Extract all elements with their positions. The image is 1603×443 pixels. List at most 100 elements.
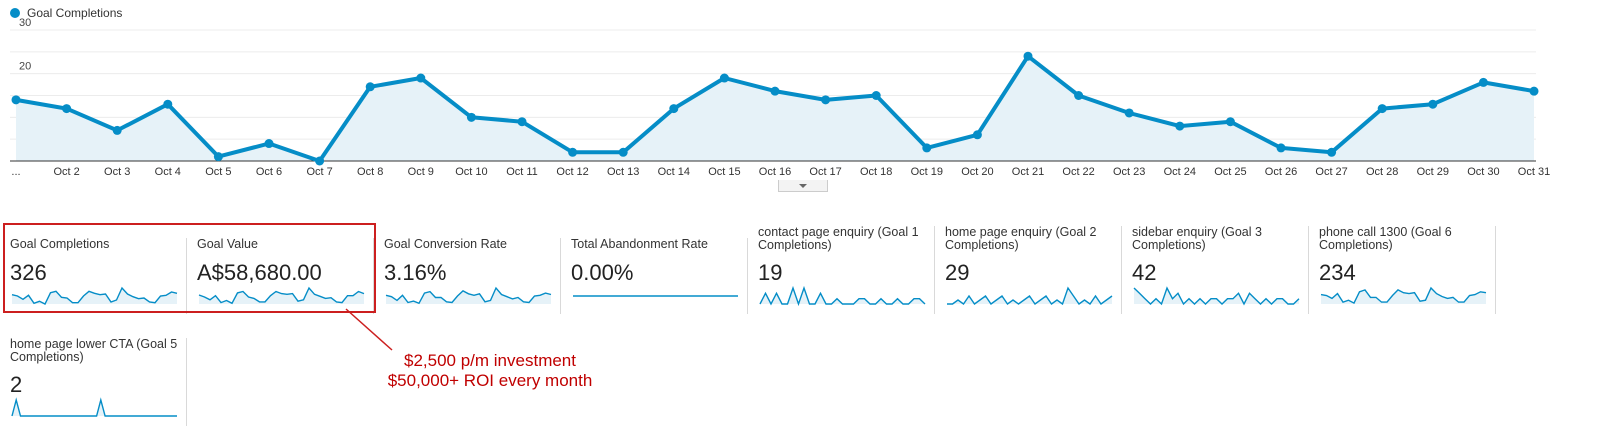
metric-value: 326 xyxy=(10,260,47,285)
data-point[interactable] xyxy=(1074,91,1084,100)
x-tick-label: Oct 10 xyxy=(455,166,487,178)
data-point[interactable] xyxy=(922,143,932,153)
x-tick-label: Oct 8 xyxy=(357,166,383,178)
sparkline-line xyxy=(11,286,178,305)
x-tick-label: Oct 2 xyxy=(53,166,79,178)
metric-label: Goal Value xyxy=(197,237,258,251)
data-point[interactable] xyxy=(1327,147,1337,157)
x-tick-label: Oct 11 xyxy=(506,166,538,178)
data-point[interactable] xyxy=(618,147,628,157)
x-tick-label: Oct 17 xyxy=(809,166,841,178)
legend-label: Goal Completions xyxy=(27,6,123,20)
data-point[interactable] xyxy=(213,152,223,162)
y-tick-label: 30 xyxy=(19,17,31,29)
data-point[interactable] xyxy=(770,86,780,96)
metric-card[interactable]: sidebar enquiry (Goal 3 Completions) 42 xyxy=(1122,226,1309,314)
metric-card[interactable]: Goal Conversion Rate 3.16% xyxy=(374,238,561,314)
metric-label: home page enquiry (Goal 2 Completions) xyxy=(945,225,1097,252)
metric-label: home page lower CTA (Goal 5 Completions) xyxy=(10,337,178,364)
metric-sparkline xyxy=(1320,286,1487,305)
sparkline-line xyxy=(759,285,926,307)
data-point[interactable] xyxy=(1175,121,1185,131)
x-tick-label: Oct 12 xyxy=(556,166,588,178)
metric-card[interactable]: phone call 1300 (Goal 6 Completions) 234 xyxy=(1309,226,1496,314)
x-tick-label: Oct 31 xyxy=(1518,166,1550,178)
metric-card[interactable]: contact page enquiry (Goal 1 Completions… xyxy=(748,226,935,314)
metric-sparkline xyxy=(385,286,552,305)
metric-sparkline xyxy=(573,295,738,297)
sparkline-line xyxy=(385,286,552,305)
metric-sparkline xyxy=(1133,286,1300,306)
metric-card[interactable]: home page enquiry (Goal 2 Completions) 29 xyxy=(935,226,1122,314)
data-point[interactable] xyxy=(1124,108,1134,118)
sparkline-area xyxy=(12,400,177,416)
annotation-line-2: $50,000+ ROI every month xyxy=(387,371,593,390)
x-tick-label: Oct 3 xyxy=(104,166,130,178)
metric-label: Total Abandonment Rate xyxy=(571,237,708,251)
data-point[interactable] xyxy=(821,95,831,105)
sparkline-line xyxy=(11,397,177,417)
annotation-line-1: $2,500 p/m investment xyxy=(404,351,576,370)
metric-value: 19 xyxy=(758,260,783,285)
legend: Goal Completions xyxy=(10,4,122,22)
data-point[interactable] xyxy=(1377,104,1387,114)
sparkline-area xyxy=(760,288,925,304)
data-point[interactable] xyxy=(416,73,426,83)
metric-label: phone call 1300 (Goal 6 Completions) xyxy=(1319,225,1452,252)
data-point[interactable] xyxy=(1529,86,1539,96)
data-point[interactable] xyxy=(1023,51,1033,61)
metric-card[interactable]: Goal Completions 326 xyxy=(0,238,187,314)
metric-value: 2 xyxy=(10,372,23,397)
data-point[interactable] xyxy=(365,82,375,92)
metric-label: contact page enquiry (Goal 1 Completions… xyxy=(758,225,919,252)
data-point[interactable] xyxy=(1478,77,1488,87)
sparkline-area xyxy=(1321,288,1486,304)
x-tick-label: Oct 26 xyxy=(1265,166,1297,178)
x-tick-label: Oct 29 xyxy=(1417,166,1449,178)
data-point[interactable] xyxy=(1225,117,1235,127)
y-tick-label: 20 xyxy=(19,61,31,73)
x-tick-label: Oct 25 xyxy=(1214,166,1246,178)
data-point[interactable] xyxy=(62,104,72,114)
data-point[interactable] xyxy=(163,99,173,109)
metric-value: 234 xyxy=(1319,260,1356,285)
data-point[interactable] xyxy=(517,117,527,127)
metric-card[interactable]: home page lower CTA (Goal 5 Completions)… xyxy=(0,338,187,426)
metric-card[interactable]: Total Abandonment Rate 0.00% xyxy=(561,238,748,314)
data-point[interactable] xyxy=(264,139,274,149)
x-tick-label: Oct 5 xyxy=(205,166,231,178)
metric-value: 29 xyxy=(945,260,970,285)
sparkline-line xyxy=(947,286,1113,306)
sparkline-area xyxy=(199,288,364,304)
data-point[interactable] xyxy=(972,130,982,140)
metric-label: Goal Completions xyxy=(10,237,110,251)
data-point[interactable] xyxy=(719,73,729,83)
x-tick-label: Oct 6 xyxy=(256,166,282,178)
x-tick-label: Oct 9 xyxy=(408,166,434,178)
data-point[interactable] xyxy=(871,91,881,100)
data-point[interactable] xyxy=(112,125,122,135)
data-point[interactable] xyxy=(11,95,21,105)
data-point[interactable] xyxy=(1276,143,1286,153)
x-tick-label: Oct 19 xyxy=(911,166,943,178)
data-point[interactable] xyxy=(315,156,325,166)
metric-sparkline xyxy=(11,286,178,305)
sparkline-line xyxy=(1320,286,1487,305)
metric-value: 42 xyxy=(1132,260,1157,285)
legend-dot-goal-completions xyxy=(10,8,20,18)
collapse-chart-handle[interactable] xyxy=(778,180,828,192)
sparkline-line xyxy=(1133,286,1300,306)
highlight-box xyxy=(3,223,376,313)
sparkline-area xyxy=(386,288,551,304)
metric-label: sidebar enquiry (Goal 3 Completions) xyxy=(1132,225,1262,252)
data-point[interactable] xyxy=(466,112,476,122)
data-point[interactable] xyxy=(1428,99,1438,109)
x-tick-label: Oct 27 xyxy=(1315,166,1347,178)
area-fill xyxy=(16,56,1534,162)
data-point[interactable] xyxy=(669,104,679,114)
data-point[interactable] xyxy=(568,147,578,157)
metric-card[interactable]: Goal Value A$58,680.00 xyxy=(187,238,374,314)
x-tick-label: ... xyxy=(11,166,20,178)
x-tick-label: Oct 14 xyxy=(658,166,690,178)
